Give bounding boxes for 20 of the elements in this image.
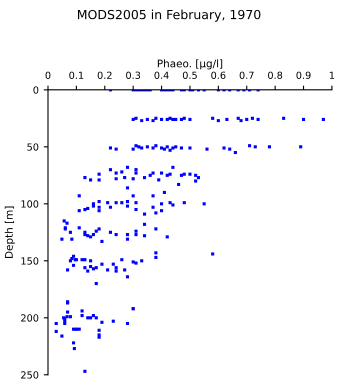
y-tick-label: 250	[21, 371, 38, 379]
x-tick-label: 0.8	[268, 72, 282, 79]
y-tick-label: 150	[21, 257, 38, 265]
x-tick-label: 0.3	[126, 72, 140, 79]
x-tick-label: 0.2	[98, 72, 112, 79]
y-tick-label: 0	[33, 86, 38, 94]
y-tick-label: 100	[21, 200, 38, 208]
x-tick-label: 0	[46, 72, 50, 79]
x-tick-label: 0.4	[154, 72, 169, 79]
chart-title: MODS2005 in February, 1970	[78, 10, 260, 22]
x-tick-label: 0.6	[211, 72, 226, 79]
x-tick-label: 0.9	[296, 72, 311, 79]
x-tick-label: 0.7	[240, 72, 254, 79]
x-tick-label: 0.1	[69, 72, 84, 79]
y-axis-title: Depth [m]	[4, 206, 15, 258]
x-tick-label: 0.5	[182, 72, 197, 79]
y-tick-label: 200	[21, 314, 38, 322]
x-axis-title: Phaeo. [µg/l]	[158, 59, 222, 70]
y-tick-label: 50	[27, 143, 38, 151]
x-tick-label: 1	[330, 72, 334, 79]
